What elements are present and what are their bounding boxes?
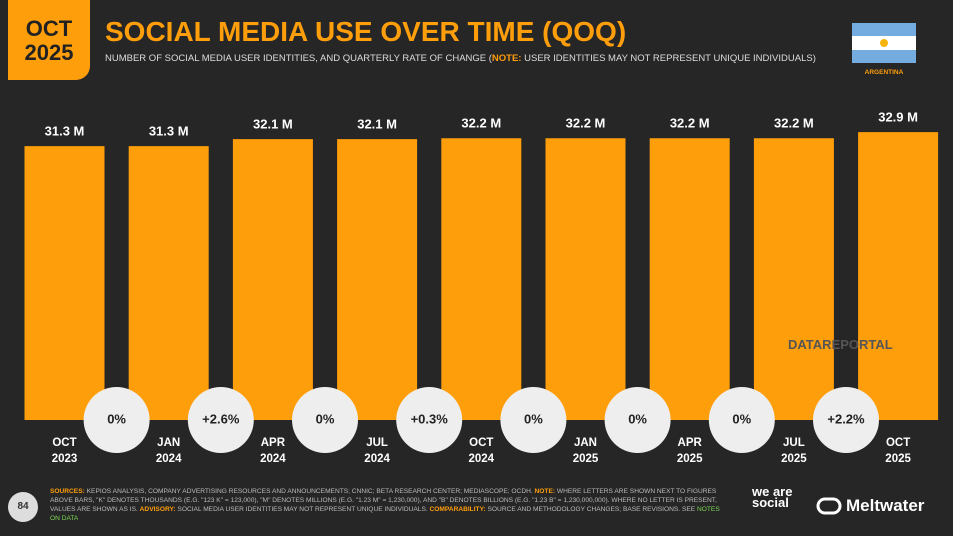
logo-we-are-social: we are social — [752, 484, 793, 510]
bar — [753, 138, 834, 420]
logo-shape — [816, 497, 842, 515]
x-tick-label: JAN 2025 — [572, 437, 599, 465]
value-label: 32.9 M — [878, 110, 918, 125]
footer-text: KEPIOS ANALYSIS, COMPANY ADVERTISING RES… — [86, 488, 533, 495]
x-tick-label: OCT 2024 — [468, 437, 495, 465]
change-circle — [708, 387, 775, 453]
bar — [545, 138, 626, 420]
date-badge: OCT 2025 — [8, 0, 90, 80]
change-label: +0.3% — [411, 411, 449, 426]
title: SOCIAL MEDIA USE OVER TIME (QOQ) — [105, 16, 627, 47]
value-label: 32.2 M — [566, 116, 606, 131]
value-label: 31.3 M — [149, 124, 189, 139]
footer-label: COMPARABILITY: — [429, 506, 486, 513]
change-label: 0% — [316, 411, 335, 426]
footer-label: ADVISORY: — [139, 506, 176, 513]
watermark: DATAREPORTAL — [788, 337, 893, 352]
change-label: +2.6% — [202, 411, 240, 426]
value-label: 31.3 M — [45, 124, 85, 139]
bar — [24, 146, 105, 420]
logo-icon — [816, 497, 842, 515]
x-tick-label: OCT 2023 — [51, 437, 78, 465]
change-label: 0% — [732, 411, 751, 426]
badge-year: 2025 — [24, 40, 74, 65]
subtitle-note: NOTE: — [491, 53, 522, 64]
x-tick-label: JUL 2025 — [781, 437, 807, 465]
flag-stripe — [852, 50, 916, 63]
change-circle — [83, 387, 150, 453]
x-tick-label: JAN 2024 — [155, 437, 182, 465]
logo-meltwater: Meltwater — [846, 496, 925, 515]
flag-stripe — [852, 23, 916, 36]
change-label: +2.2% — [827, 411, 865, 426]
change-label: 0% — [628, 411, 647, 426]
value-label: 32.1 M — [357, 117, 397, 132]
footer-text: SOURCE AND METHODOLOGY CHANGES; BASE REV… — [487, 506, 696, 513]
country: ARGENTINA — [864, 69, 904, 76]
badge-month: OCT — [25, 16, 73, 41]
bar — [337, 139, 418, 420]
bar — [441, 138, 522, 420]
change-label: 0% — [524, 411, 543, 426]
subtitle-text: NUMBER OF SOCIAL MEDIA USER IDENTITIES, … — [105, 53, 492, 64]
change-circle — [813, 387, 879, 453]
page-number: 84 — [8, 492, 38, 522]
footer-label: SOURCES: — [50, 488, 85, 495]
change-circle — [292, 387, 358, 453]
subtitle: NUMBER OF SOCIAL MEDIA USER IDENTITIES, … — [105, 53, 816, 64]
footer-notes: SOURCES: KEPIOS ANALYSIS, COMPANY ADVERT… — [50, 487, 730, 523]
flag-sun — [880, 39, 888, 47]
bar — [858, 132, 939, 420]
footer-link[interactable]: NOTES ON DATA — [50, 506, 720, 522]
x-tick-label: OCT 2025 — [885, 437, 911, 465]
value-label: 32.2 M — [670, 116, 710, 131]
bar — [128, 146, 209, 420]
change-circle — [604, 387, 671, 453]
value-label: 32.2 M — [461, 116, 501, 131]
footer-label: NOTE: — [534, 488, 556, 495]
footer-text: WHERE LETTERS ARE SHOWN NEXT TO FIGURES … — [50, 488, 717, 513]
flag — [852, 23, 916, 63]
x-tick-label: JUL 2024 — [364, 437, 390, 465]
subtitle-text: USER IDENTITIES MAY NOT REPRESENT UNIQUE… — [524, 53, 816, 64]
change-circle — [187, 387, 254, 453]
value-label: 32.2 M — [774, 116, 814, 131]
change-circle — [396, 387, 463, 453]
change-label: 0% — [107, 411, 126, 426]
x-tick-label: APR 2025 — [676, 437, 703, 465]
change-circle — [500, 387, 567, 453]
value-label: 32.1 M — [253, 117, 293, 132]
bar — [649, 138, 730, 420]
x-tick-label: APR 2024 — [260, 437, 286, 465]
bar — [232, 139, 313, 420]
footer-text: SOCIAL MEDIA USER IDENTITIES MAY NOT REP… — [177, 506, 428, 513]
